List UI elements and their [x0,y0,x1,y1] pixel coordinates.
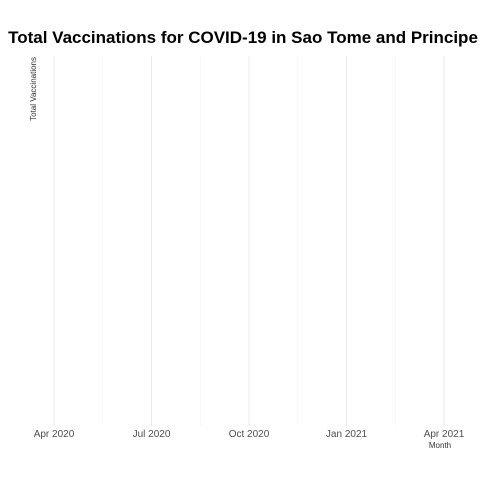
chart-title: Total Vaccinations for COVID-19 in Sao T… [8,28,478,47]
x-tick-labels: Apr 2020 Jul 2020 Oct 2020 Jan 2021 Apr 2021 [34,429,465,440]
x-tick-label: Jul 2020 [133,429,171,440]
x-tick-label: Oct 2020 [229,429,270,440]
x-tick-label: Apr 2020 [34,429,75,440]
x-tick-label: Apr 2021 [424,429,465,440]
x-tick-label: Jan 2021 [326,429,368,440]
grid-layer [53,56,445,426]
y-axis-label: Total Vaccinations [29,57,38,121]
x-axis-label: Month [429,441,451,450]
